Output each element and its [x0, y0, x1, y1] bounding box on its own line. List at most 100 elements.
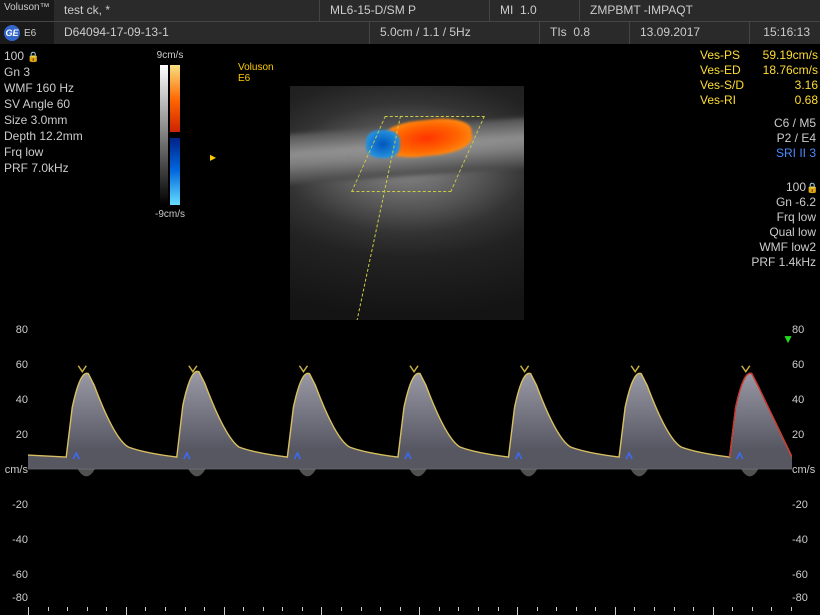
x-tick [595, 607, 596, 611]
peak-markers [78, 366, 750, 372]
measurement-row: Ves-RI0.68 [700, 93, 818, 108]
x-tick [419, 607, 420, 615]
y-tick-label: -40 [2, 534, 28, 546]
cine-marker-icon[interactable]: ▸ [210, 150, 216, 164]
x-tick [243, 607, 244, 611]
x-tick [791, 607, 792, 611]
x-tick [674, 607, 675, 611]
x-tick [282, 607, 283, 611]
measurement-results: Ves-PS59.19cm/s Ves-ED18.76cm/s Ves-S/D3… [700, 48, 818, 108]
x-tick [263, 607, 264, 611]
lock-icon: 🔒 [806, 181, 816, 191]
param-qual: Qual low [751, 225, 816, 240]
x-tick [67, 607, 68, 611]
x-tick [400, 607, 401, 611]
exam-date: 13.09.2017 [630, 22, 750, 44]
tis-value: 0.8 [573, 25, 590, 39]
y-tick-label: cm/s [2, 464, 28, 476]
y-tick-label: 60 [2, 359, 28, 371]
x-tick [380, 607, 381, 611]
y-tick-label: 60 [792, 359, 818, 371]
color-doppler-bar [170, 65, 180, 205]
y-tick-label: -60 [792, 569, 818, 581]
x-tick [145, 607, 146, 611]
x-tick [537, 607, 538, 611]
left-parameters: 100 🔒 Gn 3 WMF 160 Hz SV Angle 60 Size 3… [4, 48, 83, 176]
brand-sub: GE E6 [0, 22, 54, 44]
time-axis-ticks [28, 607, 792, 615]
param-gn: Gn 3 [4, 64, 83, 80]
y-tick-label: 40 [2, 394, 28, 406]
x-tick [165, 607, 166, 611]
x-tick [576, 607, 577, 611]
x-tick [361, 607, 362, 611]
mi-value: 1.0 [520, 3, 537, 17]
param-sri: SRI II 3 [774, 146, 816, 161]
system-watermark: Voluson E6 [238, 62, 274, 84]
y-tick-label: -60 [2, 569, 28, 581]
x-tick [341, 607, 342, 611]
measurement-row: Ves-ED18.76cm/s [700, 63, 818, 78]
mechanical-index: MI 1.0 [490, 0, 580, 21]
x-tick [556, 607, 557, 611]
x-tick [28, 607, 29, 615]
x-tick [204, 607, 205, 611]
x-tick [321, 607, 322, 615]
y-tick-label: -40 [792, 534, 818, 546]
param-gain-100: 100 [4, 49, 24, 63]
brand-name: Voluson™ [0, 0, 54, 21]
x-tick [224, 607, 225, 615]
x-tick [498, 607, 499, 611]
y-tick-label: cm/s [792, 464, 818, 476]
x-tick [732, 607, 733, 611]
x-tick [478, 607, 479, 611]
brand-model: E6 [24, 28, 36, 39]
x-tick [771, 607, 772, 611]
scale-top-label: 9cm/s [157, 50, 184, 61]
measurement-row: Ves-S/D3.16 [700, 78, 818, 93]
ultrasound-image[interactable] [290, 86, 524, 320]
x-tick [752, 607, 753, 611]
x-tick [126, 607, 127, 615]
color-velocity-scale: 9cm/s -9cm/s [148, 50, 192, 250]
x-tick [302, 607, 303, 611]
param-sv-angle: SV Angle 60 [4, 96, 83, 112]
y-tick-label: -80 [792, 592, 818, 604]
right-parameters-1: C6 / M5 P2 / E4 SRI II 3 [774, 116, 816, 161]
scale-bottom-label: -9cm/s [155, 209, 185, 220]
ge-logo-icon: GE [4, 25, 20, 41]
wall-thump [78, 469, 758, 476]
param-frq: Frq low [4, 144, 83, 160]
x-tick [106, 607, 107, 611]
right-parameters-2: 100🔒 Gn -6.2 Frq low Qual low WMF low2 P… [751, 180, 816, 270]
spectral-plot[interactable] [28, 330, 792, 598]
y-tick-label: -20 [792, 499, 818, 511]
y-tick-label: -80 [2, 592, 28, 604]
x-tick [185, 607, 186, 611]
depth-freq: 5.0cm / 1.1 / 5Hz [370, 22, 540, 44]
thermal-index: TIs 0.8 [540, 22, 630, 44]
doppler-waveform [28, 330, 792, 598]
param-gn2: Gn -6.2 [751, 195, 816, 210]
y-tick-label: 80 [2, 324, 28, 336]
param-wmf: WMF 160 Hz [4, 80, 83, 96]
y-tick-label: 80 [792, 324, 818, 336]
param-size: Size 3.0mm [4, 112, 83, 128]
patient-name: test ck, * [54, 0, 320, 21]
measurement-row: Ves-PS59.19cm/s [700, 48, 818, 63]
x-tick [439, 607, 440, 611]
x-tick [87, 607, 88, 611]
header-row-1: Voluson™ test ck, * ML6-15-D/SM P MI 1.0… [0, 0, 820, 22]
param-frq2: Frq low [751, 210, 816, 225]
y-tick-label: 20 [2, 429, 28, 441]
bmode-area: 100 🔒 Gn 3 WMF 160 Hz SV Angle 60 Size 3… [0, 44, 820, 330]
param-prf: PRF 7.0kHz [4, 160, 83, 176]
x-tick [693, 607, 694, 611]
mi-label: MI [500, 3, 513, 17]
x-tick [517, 607, 518, 615]
y-tick-label: 40 [792, 394, 818, 406]
x-tick [654, 607, 655, 611]
param-wmf2: WMF low2 [751, 240, 816, 255]
x-tick [615, 607, 616, 615]
header-row-2: GE E6 D64094-17-09-13-1 5.0cm / 1.1 / 5H… [0, 22, 820, 44]
